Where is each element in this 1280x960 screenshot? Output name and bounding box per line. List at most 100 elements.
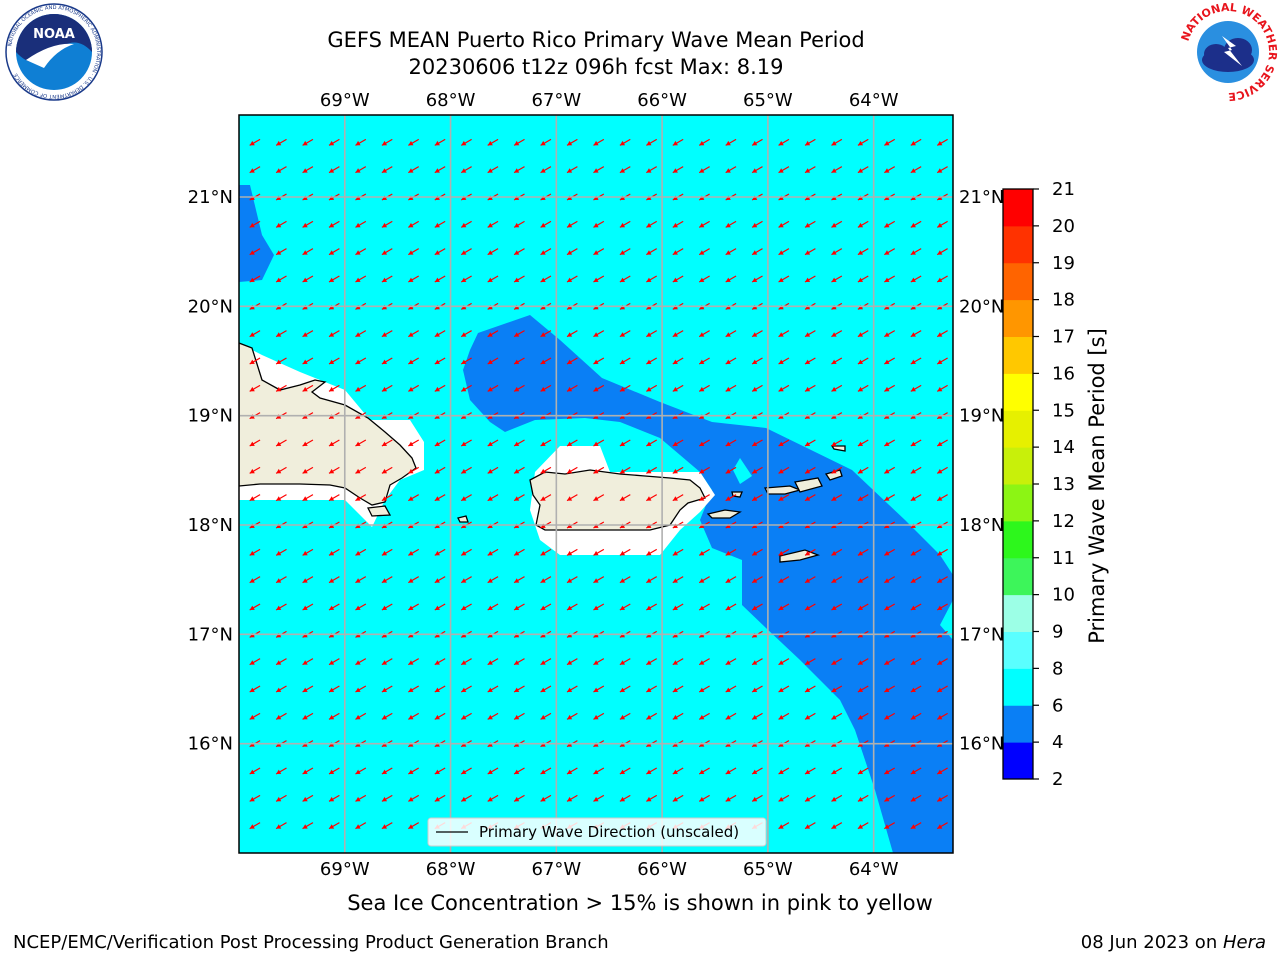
wave-arrow bbox=[698, 576, 710, 584]
wave-arrow bbox=[804, 794, 816, 802]
colorbar-swatch bbox=[1003, 484, 1033, 522]
wave-arrow bbox=[434, 138, 446, 146]
wave-arrow bbox=[725, 248, 737, 256]
wave-arrow bbox=[434, 603, 446, 611]
wave-arrow bbox=[646, 576, 658, 584]
wave-arrow bbox=[487, 357, 499, 365]
graticule bbox=[239, 115, 953, 853]
wave-arrow bbox=[513, 603, 525, 611]
colorbar-swatch bbox=[1003, 262, 1033, 301]
cyan-hole bbox=[733, 458, 752, 484]
wave-arrow bbox=[408, 384, 420, 392]
wave-arrow bbox=[910, 166, 922, 174]
wave-arrow bbox=[408, 357, 420, 365]
wave-arrow bbox=[381, 658, 393, 666]
wave-arrow bbox=[513, 576, 525, 584]
lon-label-bottom: 66°W bbox=[637, 859, 687, 880]
wave-arrow bbox=[408, 439, 420, 447]
wave-arrow bbox=[275, 138, 287, 146]
wave-arrow bbox=[460, 712, 472, 720]
lon-label-bottom: 64°W bbox=[849, 859, 899, 880]
wave-arrow bbox=[408, 494, 420, 502]
wave-arrow bbox=[884, 822, 896, 830]
wave-arrow bbox=[540, 712, 552, 720]
wave-arrow bbox=[355, 794, 367, 802]
wave-arrow bbox=[831, 603, 843, 611]
wave-arrow bbox=[725, 794, 737, 802]
wave-arrow bbox=[513, 548, 525, 556]
wave-arrow bbox=[381, 384, 393, 392]
wave-arrow bbox=[381, 466, 393, 474]
credit-branch: NCEP/EMC/Verification Post Processing Pr… bbox=[13, 932, 609, 953]
wave-arrow bbox=[381, 220, 393, 228]
wave-arrow bbox=[646, 384, 658, 392]
wave-arrow bbox=[328, 822, 340, 830]
wave-arrow bbox=[487, 220, 499, 228]
wave-arrow bbox=[672, 138, 684, 146]
wave-arrow bbox=[355, 767, 367, 775]
lon-tick-labels-top: 69°W 68°W 67°W 66°W 65°W 64°W bbox=[320, 90, 899, 111]
wave-arrow bbox=[884, 357, 896, 365]
wave-arrow bbox=[302, 357, 314, 365]
wave-arrow bbox=[646, 794, 658, 802]
wave-arrow bbox=[540, 439, 552, 447]
wave-arrow bbox=[936, 220, 948, 228]
wave-arrow bbox=[487, 494, 499, 502]
lat-tick-labels-right: 21°N 20°N 19°N 18°N 17°N 16°N bbox=[959, 187, 1004, 755]
colorbar-tick-label: 19 bbox=[1052, 253, 1075, 274]
wave-arrow bbox=[460, 357, 472, 365]
land-masses bbox=[239, 342, 846, 563]
wave-arrow bbox=[804, 712, 816, 720]
wave-arrow bbox=[672, 166, 684, 174]
wave-arrow bbox=[725, 384, 737, 392]
lat-label-right: 19°N bbox=[959, 406, 1004, 427]
wave-arrow bbox=[249, 138, 261, 146]
wave-arrow bbox=[381, 767, 393, 775]
wave-arrow bbox=[593, 466, 605, 474]
wave-arrow bbox=[249, 603, 261, 611]
wave-arrow bbox=[593, 494, 605, 502]
wave-arrow bbox=[698, 220, 710, 228]
wave-arrow bbox=[804, 357, 816, 365]
wave-arrow bbox=[857, 220, 869, 228]
wave-arrow bbox=[936, 275, 948, 283]
wave-arrow bbox=[408, 548, 420, 556]
wave-arrow bbox=[884, 275, 896, 283]
wave-arrow bbox=[328, 794, 340, 802]
wave-arrow bbox=[751, 248, 763, 256]
wave-arrow bbox=[381, 822, 393, 830]
wave-arrow bbox=[725, 712, 737, 720]
wave-arrow bbox=[725, 548, 737, 556]
wave-arrow bbox=[460, 220, 472, 228]
wave-arrow bbox=[249, 166, 261, 174]
wave-arrow bbox=[593, 357, 605, 365]
wave-arrow bbox=[275, 166, 287, 174]
wave-arrow bbox=[593, 248, 605, 256]
wave-arrow bbox=[540, 603, 552, 611]
wave-arrow bbox=[540, 357, 552, 365]
lon-label-bottom: 67°W bbox=[531, 859, 581, 880]
wave-arrow bbox=[884, 712, 896, 720]
wave-arrow bbox=[460, 767, 472, 775]
wave-arrow bbox=[275, 712, 287, 720]
wave-arrow bbox=[381, 357, 393, 365]
wave-arrow bbox=[646, 603, 658, 611]
wave-arrow bbox=[302, 767, 314, 775]
wave-arrow bbox=[751, 548, 763, 556]
wave-arrow bbox=[751, 466, 763, 474]
wave-arrow bbox=[698, 439, 710, 447]
wave-arrow bbox=[751, 603, 763, 611]
lon-label-bottom: 65°W bbox=[743, 859, 793, 880]
wave-arrow bbox=[540, 138, 552, 146]
wave-arrow bbox=[725, 138, 737, 146]
wave-arrow bbox=[857, 248, 869, 256]
wave-arrow bbox=[434, 712, 446, 720]
wave-arrow bbox=[328, 220, 340, 228]
wave-arrow bbox=[249, 576, 261, 584]
wave-arrow bbox=[566, 275, 578, 283]
wave-arrow bbox=[249, 794, 261, 802]
wave-arrow bbox=[540, 494, 552, 502]
credit-date-text: 08 Jun 2023 on bbox=[1080, 932, 1223, 953]
wave-arrow bbox=[778, 220, 790, 228]
wave-arrow bbox=[936, 466, 948, 474]
